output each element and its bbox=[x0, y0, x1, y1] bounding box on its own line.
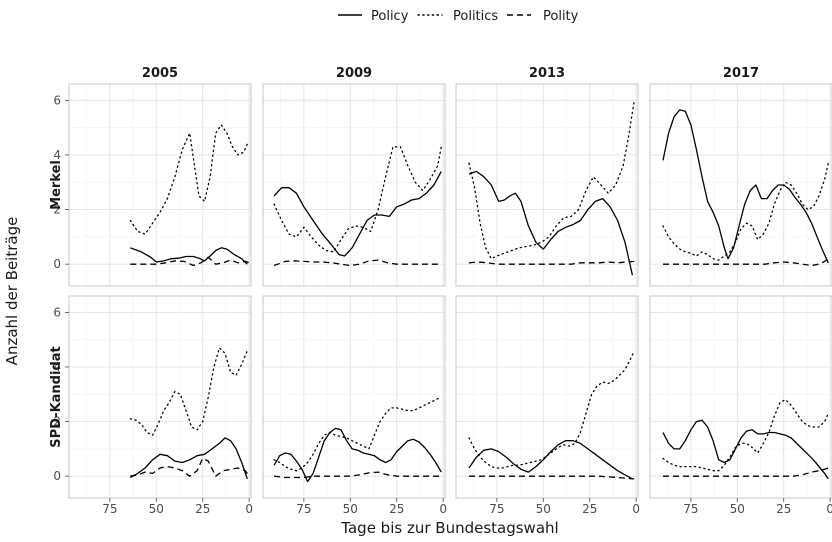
series-line-politics-2005-spd bbox=[129, 347, 248, 436]
x-tick-label: 0 bbox=[632, 502, 640, 516]
x-tick-label: 75 bbox=[489, 502, 504, 516]
panel-border-2009-spd bbox=[262, 295, 446, 499]
series-line-polity-2017-merkel bbox=[663, 258, 829, 267]
x-tick-label: 75 bbox=[683, 502, 698, 516]
x-axis-title: Tage bis zur Bundestagswahl bbox=[340, 519, 558, 537]
legend-label-politics: Politics bbox=[453, 9, 498, 24]
x-tick-label: 0 bbox=[439, 502, 447, 516]
column-strip-2013: 2013 bbox=[529, 66, 565, 81]
y-tick-label: 4 bbox=[53, 148, 61, 162]
series-line-policy-2009-merkel bbox=[273, 171, 442, 257]
x-tick-label: 50 bbox=[343, 502, 358, 516]
series-line-politics-2017-merkel bbox=[662, 162, 829, 261]
series-line-policy-2009-spd bbox=[273, 427, 442, 483]
series-line-polity-2005-merkel bbox=[130, 256, 250, 267]
y-tick-label: 2 bbox=[53, 415, 61, 429]
series-line-politics-2009-spd bbox=[273, 396, 442, 472]
x-tick-label: 75 bbox=[296, 502, 311, 516]
series-line-polity-2017-spd bbox=[663, 467, 829, 477]
panel-border-2017-merkel bbox=[649, 83, 832, 287]
x-tick-label: 50 bbox=[536, 502, 551, 516]
y-axis-title: Anzahl der Beiträge bbox=[3, 217, 21, 366]
series-line-polity-2005-spd bbox=[130, 457, 250, 477]
x-tick-label: 25 bbox=[776, 502, 791, 516]
column-strip-2017: 2017 bbox=[723, 66, 759, 81]
x-tick-label: 0 bbox=[245, 502, 253, 516]
x-tick-label: 50 bbox=[730, 502, 745, 516]
series-line-politics-2017-spd bbox=[662, 399, 829, 472]
series-line-policy-2017-merkel bbox=[662, 109, 829, 264]
series-line-policy-2017-spd bbox=[662, 419, 829, 480]
x-tick-label: 25 bbox=[582, 502, 597, 516]
series-line-policy-2005-merkel bbox=[130, 247, 248, 265]
legend-label-polity: Polity bbox=[543, 9, 579, 24]
panel-border-2017-spd bbox=[649, 295, 832, 499]
y-tick-label: 0 bbox=[53, 469, 61, 483]
series-line-polity-2013-spd bbox=[469, 475, 635, 480]
panel-border-2013-spd bbox=[455, 295, 639, 499]
x-tick-label: 75 bbox=[102, 502, 117, 516]
series-line-policy-2013-merkel bbox=[468, 170, 634, 276]
series-line-politics-2013-merkel bbox=[468, 99, 635, 260]
panel-border-2009-merkel bbox=[262, 83, 446, 287]
series-line-polity-2009-spd bbox=[274, 471, 442, 479]
panel-border-2005-spd bbox=[68, 295, 252, 499]
panel-border-2013-merkel bbox=[455, 83, 639, 287]
y-tick-label: 0 bbox=[53, 257, 61, 271]
x-tick-label: 0 bbox=[826, 502, 832, 516]
series-line-politics-2013-spd bbox=[468, 349, 635, 469]
series-line-policy-2013-spd bbox=[468, 440, 633, 480]
column-strip-2009: 2009 bbox=[336, 66, 372, 81]
y-tick-label: 6 bbox=[53, 305, 61, 319]
legend-label-policy: Policy bbox=[371, 9, 409, 24]
series-line-polity-2013-merkel bbox=[468, 260, 635, 265]
x-tick-label: 25 bbox=[389, 502, 404, 516]
y-tick-label: 2 bbox=[53, 203, 61, 217]
series-line-politics-2005-merkel bbox=[129, 124, 248, 235]
series-line-polity-2009-merkel bbox=[273, 259, 442, 267]
column-strip-2005: 2005 bbox=[142, 66, 178, 81]
x-tick-label: 25 bbox=[195, 502, 210, 516]
panel-border-2005-merkel bbox=[68, 83, 252, 287]
row-strip-spd-kandidat: SPD-Kandidat bbox=[49, 346, 64, 447]
y-tick-label: 6 bbox=[53, 93, 61, 107]
x-tick-label: 50 bbox=[149, 502, 164, 516]
y-tick-label: 4 bbox=[53, 360, 61, 374]
row-strip-merkel: Merkel bbox=[49, 160, 64, 210]
series-line-policy-2005-spd bbox=[129, 437, 248, 480]
